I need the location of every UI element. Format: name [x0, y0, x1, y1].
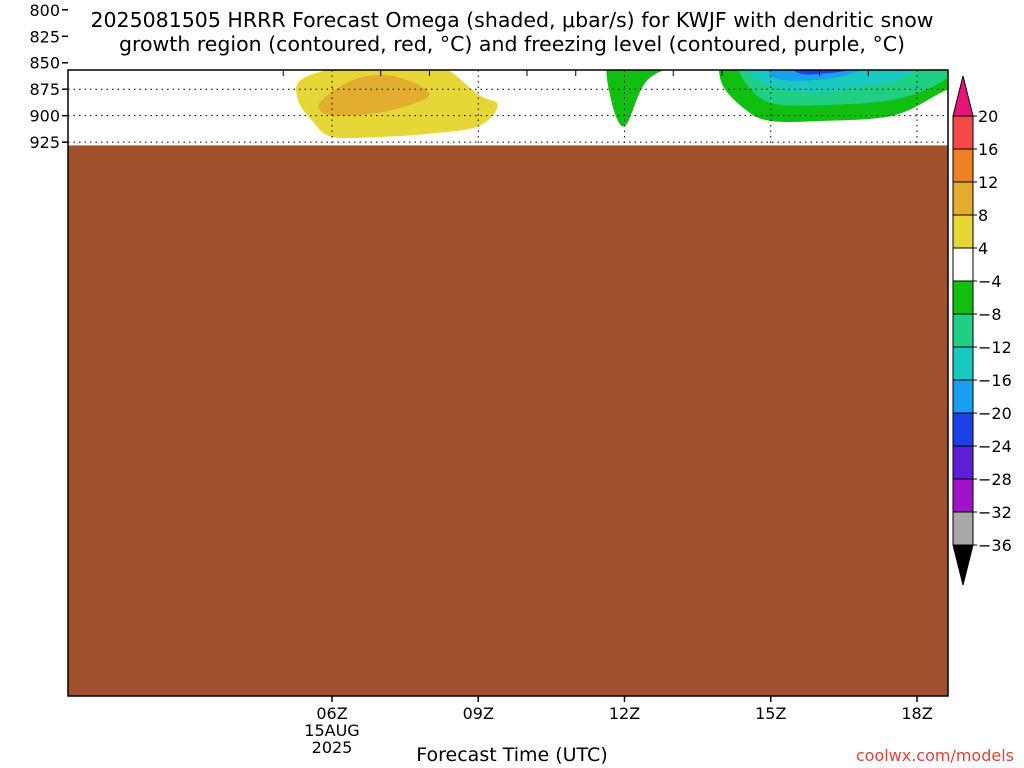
x-tick-label: 06Z — [316, 704, 347, 723]
plot-frame — [67, 69, 949, 697]
colorbar-swatch-8 — [952, 379, 974, 414]
colorbar-label: 20 — [978, 107, 998, 126]
colorbar-label: −24 — [978, 437, 1012, 456]
x-axis-label: Forecast Time (UTC) — [416, 744, 608, 766]
x-tick-label: 09Z — [463, 704, 494, 723]
x-tick-sublabel: 15AUG — [304, 721, 359, 740]
colorbar-label: 4 — [978, 239, 988, 258]
colorbar-label: −16 — [978, 371, 1012, 390]
y-tick-label: 900 — [29, 107, 60, 126]
y-tick-label: 800 — [29, 1, 60, 20]
y-tick-label: 825 — [29, 27, 60, 46]
colorbar-swatch-9 — [952, 412, 974, 447]
terrain — [68, 145, 948, 696]
x-tick-label: 15Z — [755, 704, 786, 723]
colorbar-label: −4 — [978, 272, 1002, 291]
colorbar-swatch-6 — [952, 313, 974, 348]
colorbar-swatch-3 — [952, 214, 974, 249]
omega-region-9 — [318, 74, 430, 116]
omega-shading — [296, 0, 1024, 139]
colorbar: 20 16 12 8 4 −4 −8 −12 −16 −20 −24 −28 −32 −36 — [952, 75, 1012, 586]
x-tick-label: 18Z — [901, 704, 932, 723]
colorbar-swatch-10 — [952, 445, 974, 480]
colorbar-label: −36 — [978, 536, 1012, 555]
colorbar-swatch-0 — [952, 115, 974, 150]
omega-region-13 — [377, 0, 707, 10]
colorbar-label: 8 — [978, 206, 988, 225]
y-tick-label: 850 — [29, 54, 60, 73]
colorbar-swatch-12 — [952, 511, 974, 546]
y-tick-label: 875 — [29, 80, 60, 99]
x-tick-sublabel: 2025 — [312, 738, 353, 757]
credit-text: coolwx.com/models — [855, 746, 1014, 765]
colorbar-label: −28 — [978, 470, 1012, 489]
colorbar-swatch-1 — [952, 148, 974, 183]
grid — [68, 70, 948, 696]
colorbar-label: −8 — [978, 305, 1002, 324]
colorbar-label: −20 — [978, 404, 1012, 423]
colorbar-swatch-5 — [952, 280, 974, 315]
colorbar-swatch-4 — [952, 247, 974, 282]
colorbar-swatch-11 — [952, 478, 974, 513]
colorbar-swatch-7 — [952, 346, 974, 381]
omega-region-15 — [321, 0, 347, 33]
chart-title: 2025081505 HRRR Forecast Omega (shaded, … — [90, 8, 934, 56]
colorbar-label: −12 — [978, 338, 1012, 357]
colorbar-top-arrow — [952, 75, 974, 117]
x-tick-label: 12Z — [609, 704, 640, 723]
colorbar-label: 12 — [978, 173, 998, 192]
omega-region-16 — [606, 70, 665, 127]
y-tick-label: 925 — [29, 133, 60, 152]
omega-region-7 — [1003, 0, 1024, 139]
colorbar-bottom-arrow — [952, 544, 974, 586]
colorbar-label: 16 — [978, 140, 998, 159]
colorbar-swatch-2 — [952, 181, 974, 216]
terrain-strip — [68, 145, 948, 696]
colorbar-label: −32 — [978, 503, 1012, 522]
omega-region-23 — [768, 70, 862, 81]
omega-region-24 — [793, 70, 850, 75]
x-axis: 06Z15AUG202509Z12Z15Z18Z21Z — [304, 696, 933, 757]
y-axis: 4504755005255505756006256506757007257507… — [29, 1, 68, 152]
